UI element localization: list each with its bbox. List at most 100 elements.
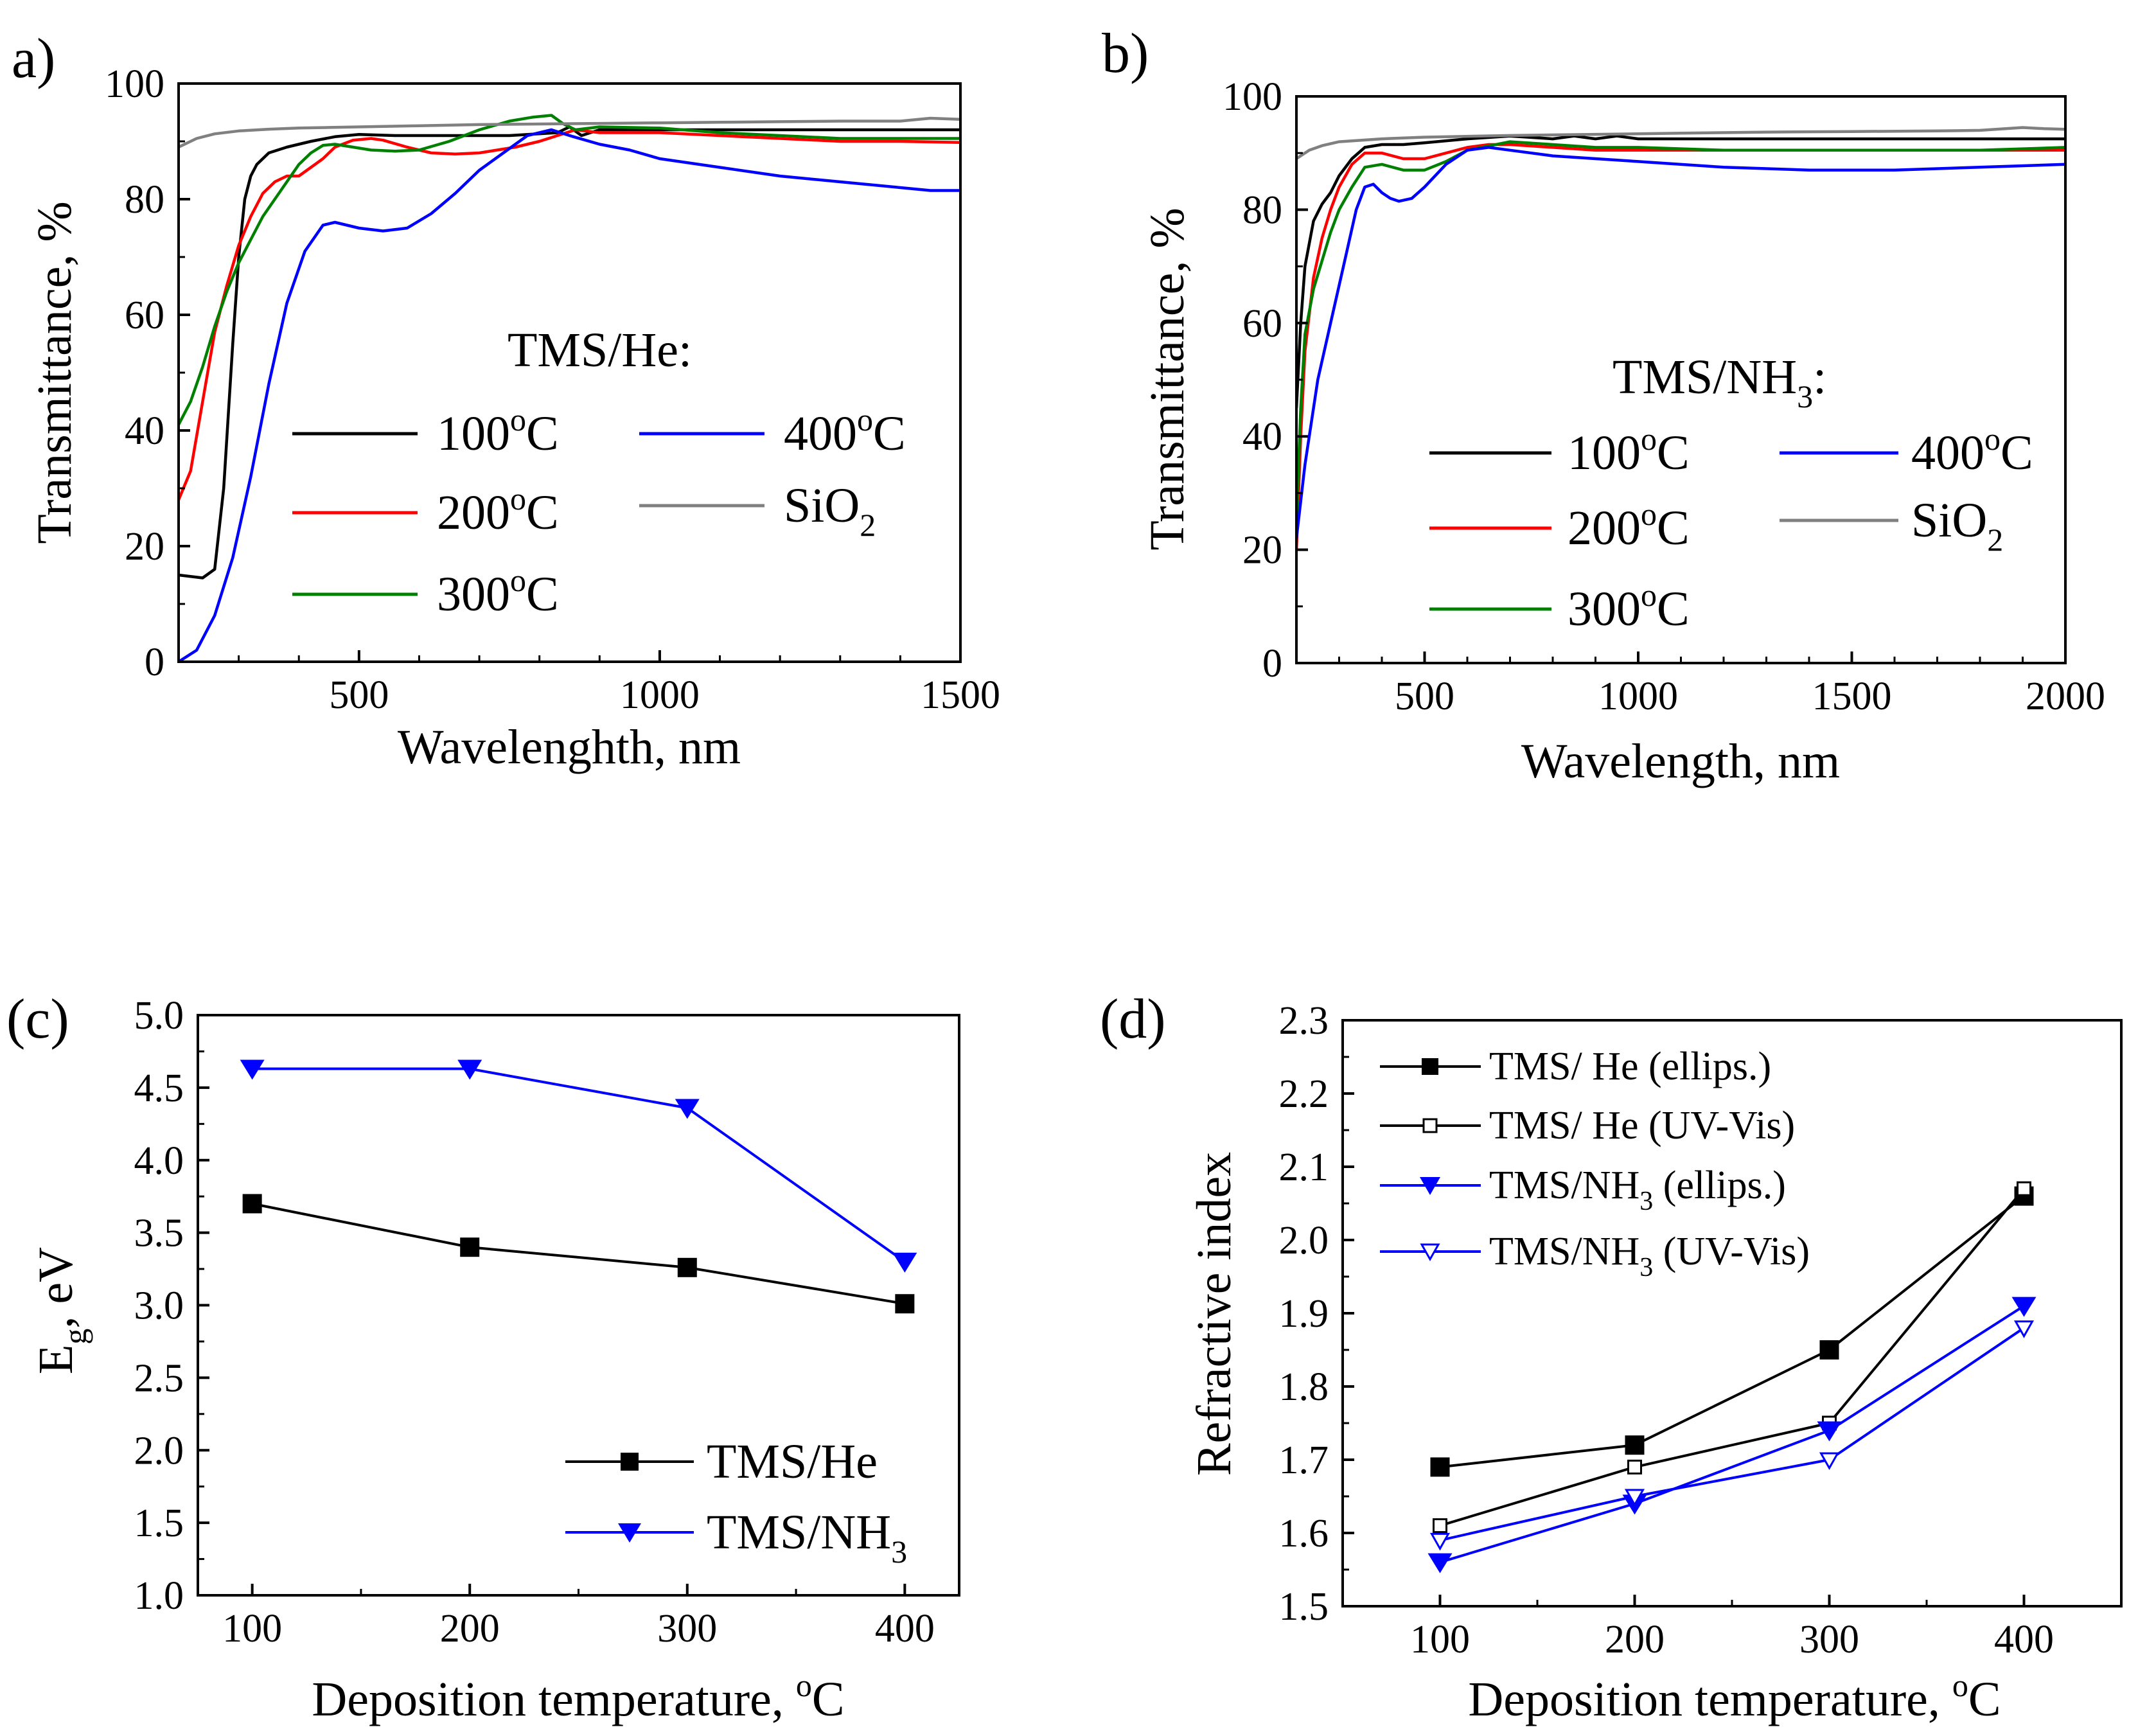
y-tick-label-a-5: 100 — [105, 62, 164, 106]
x-tick-label-a-2: 1500 — [921, 673, 1000, 717]
x-tick-label-c-1: 200 — [440, 1607, 500, 1651]
panel-a-y-axis-label: Transmittance, % — [28, 201, 82, 544]
panel-d-legend-entry-nh3-ellips: TMS/NH3 (ellips.) — [1380, 1164, 1786, 1216]
panel-d-plot-series — [1427, 1181, 2036, 1573]
x-tick-label-c-2: 300 — [657, 1607, 717, 1651]
legend-degree-400c: o — [1984, 421, 2001, 457]
legend-subscript-sio2: 2 — [1987, 522, 2003, 558]
panel-c-plot-series — [240, 1059, 917, 1314]
series-line-100-c — [1296, 134, 2065, 409]
legend-unit-100c: C — [526, 407, 559, 461]
panel-d-axes-frame — [1341, 1019, 2123, 1608]
y-tick-label-b-1: 20 — [1242, 529, 1282, 572]
y-tick-label-c-0: 1.0 — [134, 1574, 184, 1618]
panel-a-legend-entry-sio2: SiO2 — [639, 479, 876, 543]
y-tick-label-d-6: 2.1 — [1279, 1146, 1329, 1189]
panel-c-x-axis-label: Deposition temperature, oC — [312, 1667, 844, 1726]
panel-b-legend-title-colon: : — [1813, 350, 1826, 404]
y-tick-label-c-8: 5.0 — [134, 994, 184, 1038]
panel-c-y-axis-label: Eg, eV — [29, 1247, 93, 1374]
panel-b-legend-entry-sio2: SiO2 — [1780, 493, 2003, 558]
panel-a-legend-entry-100c: 100oC — [292, 402, 559, 461]
svg-text:TMS/ He (ellips.): TMS/ He (ellips.) — [1489, 1045, 1771, 1088]
svg-text:SiO2: SiO2 — [1911, 493, 2003, 558]
y-tick-label-c-6: 4.0 — [134, 1139, 184, 1183]
legend-label-nh3-ellips: TMS/NH — [1489, 1164, 1639, 1207]
y-tick-label-d-3: 1.8 — [1279, 1365, 1329, 1409]
data-point-tms-nh3-ellips-300 — [1817, 1421, 1842, 1442]
x-tick-label-d-1: 200 — [1605, 1618, 1665, 1661]
legend-marker-triangle — [618, 1523, 641, 1543]
y-tick-label-b-0: 0 — [1262, 642, 1282, 686]
svg-text:400oC: 400oC — [1911, 421, 2033, 480]
data-point-tms-nh3-200 — [457, 1059, 482, 1080]
panel-a-x-axis-label: Wavelenghth, nm — [398, 720, 741, 774]
y-tick-label-d-4: 1.9 — [1279, 1292, 1329, 1336]
series-line-tms-nh3-uv-vis — [1440, 1327, 2025, 1542]
panel-d-refractive-index: (d) 1.5 1.6 1.7 1.8 1.9 2.0 2.1 2.2 2.3 100 200 300… — [1100, 988, 2123, 1726]
legend-label-200c: 200 — [437, 486, 510, 540]
legend-marker-triangle-filled — [1420, 1177, 1440, 1195]
y-tick-label-d-7: 2.2 — [1279, 1072, 1329, 1116]
panel-b-y-axis-label: Transmittance, % — [1140, 208, 1194, 550]
panel-c-y-label-main: E — [29, 1345, 83, 1374]
panel-d-legend: TMS/ He (ellips.) TMS/ He (UV-Vis) TMS/N… — [1380, 1045, 1810, 1282]
panel-d-y-axis-label: Refractive index — [1187, 1152, 1241, 1476]
y-tick-label-d-0: 1.5 — [1279, 1585, 1329, 1629]
panel-c-label: (c) — [6, 988, 69, 1050]
panel-c-legend-entry-tms-nh3: TMS/NH3 — [565, 1505, 907, 1570]
svg-text:TMS/NH3 (UV-Vis): TMS/NH3 (UV-Vis) — [1489, 1230, 1810, 1282]
series-line-300-c — [179, 114, 960, 426]
x-tick-label-d-3: 400 — [1994, 1618, 2054, 1661]
x-tick-label-b-1: 1000 — [1598, 675, 1678, 718]
y-tick-label-a-4: 80 — [125, 178, 164, 222]
panel-b-axes-frame — [1295, 95, 2067, 664]
panel-a-axis-ticks: 0 20 40 60 80 100 500 1000 1500 — [105, 62, 1000, 717]
legend-suffix-nh3-ellips: (ellips.) — [1653, 1164, 1786, 1207]
legend-unit-400c: C — [2001, 426, 2033, 480]
legend-subscript-nh3-uvvis: 3 — [1639, 1253, 1653, 1282]
x-tick-label-c-0: 100 — [222, 1607, 282, 1651]
y-tick-label-b-4: 80 — [1242, 188, 1282, 232]
panel-a-axes-frame — [177, 82, 962, 663]
series-line-tms-nh3-ellips — [1439, 1304, 2025, 1564]
svg-text:300oC: 300oC — [1568, 577, 1690, 636]
legend-unit-200c: C — [1657, 501, 1690, 555]
x-tick-label-a-0: 500 — [329, 673, 389, 717]
data-point-tms-he-100 — [242, 1194, 262, 1214]
panel-a-legend-entry-300c: 300oC — [292, 562, 559, 621]
legend-unit-300c: C — [1657, 582, 1690, 636]
legend-label-tms-he: TMS/He — [707, 1435, 878, 1489]
panel-d-x-label-degree: o — [1952, 1667, 1968, 1703]
panel-d-axis-ticks: 1.5 1.6 1.7 1.8 1.9 2.0 2.1 2.2 2.3 100 200 300 400 — [1279, 999, 2123, 1661]
panel-b-transmittance-tms-nh3: b) 0 20 40 60 80 100 500 1000 1500 2000 Wavelengt… — [1102, 22, 2105, 788]
panel-b-legend-title-subscript: 3 — [1797, 378, 1813, 414]
y-tick-label-b-3: 60 — [1242, 302, 1282, 346]
panel-c-x-label-degree: o — [796, 1667, 812, 1703]
y-tick-label-b-2: 40 — [1242, 415, 1282, 459]
data-point-tms-nh3-300 — [675, 1099, 700, 1119]
legend-label-400c: 400 — [1911, 426, 1984, 480]
data-point-tms-nh3-100 — [240, 1059, 265, 1080]
legend-label-sio2: SiO — [1911, 493, 1987, 547]
legend-unit-100c: C — [1657, 426, 1690, 480]
panel-a-legend-title: TMS/He: — [508, 323, 692, 377]
legend-label-200c: 200 — [1568, 501, 1641, 555]
panel-b-legend-entry-100c: 100oC — [1429, 421, 1690, 480]
svg-text:TMS/NH3 (ellips.): TMS/NH3 (ellips.) — [1489, 1164, 1786, 1216]
panel-d-legend-entry-he-ellips: TMS/ He (ellips.) — [1380, 1045, 1771, 1088]
svg-text:TMS/He: TMS/He — [707, 1435, 878, 1489]
legend-label-nh3-uvvis: TMS/NH — [1489, 1230, 1639, 1273]
legend-degree-200c: o — [510, 481, 526, 517]
legend-marker-square-open — [1422, 1118, 1438, 1133]
legend-degree-100c: o — [510, 402, 526, 438]
y-tick-label-d-8: 2.3 — [1279, 999, 1329, 1043]
panel-d-x-label-main: Deposition temperature, — [1468, 1672, 1952, 1726]
series-line-sio2 — [1296, 126, 2065, 160]
legend-label-he-ellips: TMS/ He (ellips.) — [1489, 1045, 1771, 1088]
data-point-tms-he-400 — [895, 1294, 915, 1314]
data-point-tms-he-ellips-100 — [1430, 1457, 1450, 1477]
series-line-tms-he-uv-vis — [1439, 1187, 2026, 1527]
panel-b-legend-entry-200c: 200oC — [1429, 496, 1690, 555]
panel-a-plot-series — [179, 114, 960, 662]
